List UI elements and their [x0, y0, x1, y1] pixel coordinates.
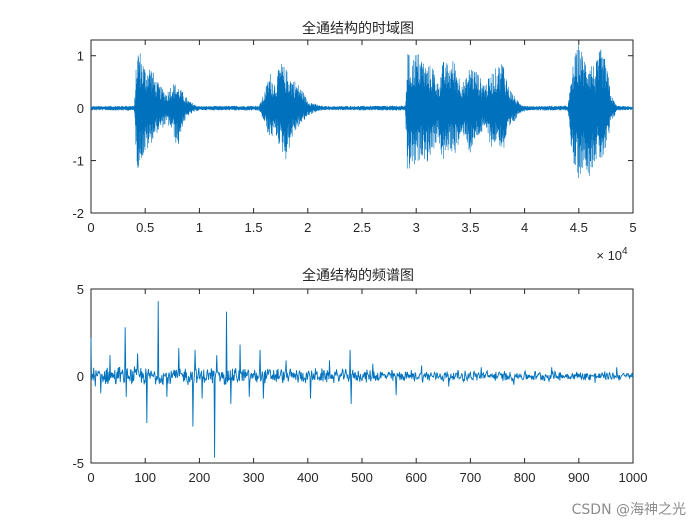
time-domain-plot: 全通结构的时域图 0 0.5 1 1.5 2 2.5 3 3.5 4 4.5 5 -2 -1 0 1 × …: [72, 20, 636, 263]
x-tick-label: 0: [87, 470, 94, 485]
x-tick-label: 800: [514, 470, 536, 485]
plot1-axes-box: [90, 39, 634, 214]
plot1-title: 全通结构的时域图: [302, 20, 414, 37]
plot2-x-tick-labels: 0 100 200 300 400 500 600 700 800 900 1000: [87, 470, 647, 485]
plot1-y-tick-labels: -2 -1 0 1: [72, 49, 84, 221]
y-tick-label: -5: [72, 456, 84, 471]
x-tick-label: 700: [460, 470, 482, 485]
plot2-y-tick-labels: -5 0 5: [72, 282, 84, 471]
spectrum-line: [90, 301, 634, 458]
x-tick-label: 600: [405, 470, 427, 485]
plot1-x-tick-labels: 0 0.5 1 1.5 2 2.5 3 3.5 4 4.5 5: [87, 220, 636, 235]
y-tick-label: -1: [72, 154, 84, 169]
plot2-title: 全通结构的频谱图: [302, 267, 414, 284]
y-tick-label: 0: [77, 369, 84, 384]
x-tick-label: 3: [413, 220, 420, 235]
watermark: CSDN @海神之光: [571, 502, 686, 518]
x-tick-label: 4.5: [570, 220, 588, 235]
x-tick-label: 0: [87, 220, 94, 235]
plot1-x-exponent-base: × 10: [596, 248, 622, 263]
y-tick-label: 0: [77, 101, 84, 116]
y-tick-label: 5: [77, 282, 84, 297]
x-tick-label: 5: [629, 220, 636, 235]
x-tick-label: 2.5: [353, 220, 371, 235]
plot1-ticks: [90, 40, 634, 214]
y-tick-label: -2: [72, 206, 84, 221]
x-tick-label: 0.5: [136, 220, 154, 235]
y-tick-label: 1: [77, 49, 84, 64]
plot2-signal: [90, 301, 634, 458]
time-signal-line: [90, 45, 634, 179]
x-tick-label: 4: [521, 220, 528, 235]
x-tick-label: 1: [196, 220, 203, 235]
x-tick-label: 400: [297, 470, 319, 485]
x-tick-label: 100: [134, 470, 156, 485]
x-tick-label: 900: [568, 470, 590, 485]
x-tick-label: 300: [243, 470, 265, 485]
plot1-x-exponent: × 104: [596, 246, 628, 263]
plot1-signal: [90, 45, 634, 179]
spectrum-plot: 全通结构的频谱图 0 100 200 300 400 500 600 700 800 900 100…: [72, 267, 647, 485]
x-tick-label: 200: [189, 470, 211, 485]
x-tick-label: 1000: [619, 470, 648, 485]
plot1-x-exponent-power: 4: [622, 246, 628, 257]
x-tick-label: 2: [304, 220, 311, 235]
x-tick-label: 500: [351, 470, 373, 485]
x-tick-label: 1.5: [245, 220, 263, 235]
x-tick-label: 3.5: [461, 220, 479, 235]
